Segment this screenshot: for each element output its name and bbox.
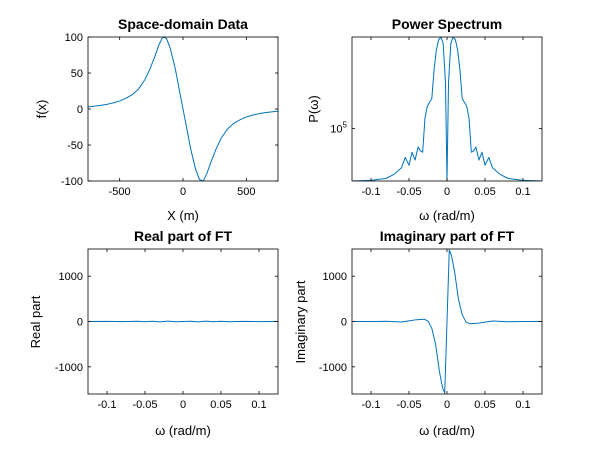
y-tick-label: 0 — [341, 317, 347, 329]
x-tick-label: 0.1 — [515, 186, 530, 198]
panel-real-part: Real part of FT ω (rad/m) Real part -0.1… — [28, 228, 279, 438]
y-tick-label: 105 — [330, 121, 347, 136]
y-axis-label: f(x) — [34, 100, 49, 119]
x-tick-label: 500 — [237, 186, 255, 198]
x-tick-label: -0.1 — [362, 186, 381, 198]
x-tick-label: 0 — [444, 399, 450, 411]
chart-title: Power Spectrum — [392, 16, 502, 32]
x-tick-label: 0.05 — [210, 399, 231, 411]
y-tick-label: 100 — [65, 32, 83, 44]
series-line-1 — [88, 37, 278, 181]
x-tick-label: 0 — [444, 186, 450, 198]
series-line-1 — [352, 249, 542, 394]
y-tick-label: -50 — [67, 140, 83, 152]
plot-area: -0.1 -0.05 0 0.05 0.1 105 — [330, 36, 543, 198]
chart-title: Imaginary part of FT — [380, 228, 515, 244]
x-tick-label: 0 — [180, 399, 186, 411]
y-tick-label: 1000 — [323, 271, 347, 283]
panel-power-spectrum: Power Spectrum ω (rad/m) P(ω) -0.1 -0.05 0… — [306, 16, 543, 223]
y-tick-label: -100 — [61, 176, 83, 188]
x-tick-label: 0.1 — [251, 399, 266, 411]
panel-imaginary-part: Imaginary part of FT ω (rad/m) Imaginary… — [293, 228, 543, 438]
x-tick-label: -0.05 — [396, 399, 421, 411]
y-tick-label: 50 — [71, 68, 83, 80]
x-axis-label: X (m) — [167, 208, 199, 223]
x-axis-label: ω (rad/m) — [155, 423, 211, 438]
x-tick-label: -500 — [109, 186, 131, 198]
chart-title: Real part of FT — [134, 228, 232, 244]
x-tick-label: -0.1 — [362, 399, 381, 411]
x-tick-label: 0.05 — [474, 186, 495, 198]
y-tick-label: 1000 — [59, 271, 83, 283]
x-axis-label: ω (rad/m) — [419, 423, 475, 438]
plot-area: -0.1 -0.05 0 0.05 0.1 -1000 0 1000 — [55, 248, 279, 411]
y-tick-label: 0 — [77, 104, 83, 116]
series-line-1 — [88, 320, 278, 323]
y-tick-label: -1000 — [319, 362, 347, 374]
x-tick-label: 0.1 — [515, 399, 530, 411]
x-axis-label: ω (rad/m) — [419, 208, 475, 223]
x-tick-label: 0 — [180, 186, 186, 198]
panel-space-domain: Space-domain Data X (m) f(x) -500 0 500-10… — [34, 16, 279, 223]
x-tick-label: -0.1 — [98, 399, 117, 411]
y-axis-label: Real part — [28, 295, 43, 348]
series-line-1 — [352, 37, 542, 181]
x-tick-label: -0.05 — [396, 186, 421, 198]
y-axis-label: P(ω) — [306, 95, 321, 122]
chart-title: Space-domain Data — [118, 16, 248, 32]
y-axis-label: Imaginary part — [293, 280, 308, 363]
plot-area: -0.1 -0.05 0 0.05 0.1 -1000 0 1000 — [319, 248, 543, 411]
x-tick-label: 0.05 — [474, 399, 495, 411]
y-tick-label: 0 — [77, 317, 83, 329]
y-tick-label: -1000 — [55, 362, 83, 374]
x-tick-label: -0.05 — [132, 399, 157, 411]
